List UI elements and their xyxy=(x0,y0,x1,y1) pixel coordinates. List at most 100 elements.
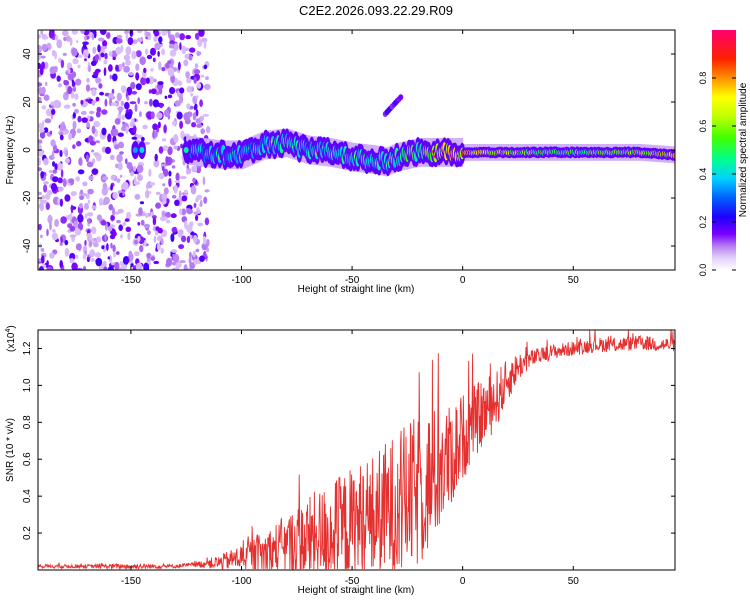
noise-blob xyxy=(84,239,87,246)
noise-blob xyxy=(198,30,205,37)
noise-blob xyxy=(140,219,145,226)
noise-blob xyxy=(158,61,162,71)
noise-blob xyxy=(179,33,186,41)
noise-blob xyxy=(84,202,89,210)
noise-blob xyxy=(196,82,202,89)
noise-blob xyxy=(180,143,183,149)
noise-blob xyxy=(116,38,123,44)
noise-blob xyxy=(77,213,84,223)
noise-blob xyxy=(161,210,166,218)
noise-blob xyxy=(155,202,162,209)
noise-blob xyxy=(46,260,49,267)
noise-blob xyxy=(191,122,197,128)
noise-blob xyxy=(39,198,43,203)
noise-blob xyxy=(50,139,56,147)
noise-blob xyxy=(183,264,188,270)
noise-blob xyxy=(62,131,67,135)
noise-blob xyxy=(202,113,210,117)
noise-blob xyxy=(80,30,85,34)
noise-blob xyxy=(104,52,108,60)
noise-blob xyxy=(136,134,139,139)
noise-blob xyxy=(131,91,138,95)
noise-blob xyxy=(183,189,188,194)
noise-blob xyxy=(122,190,125,197)
noise-blob xyxy=(40,171,45,179)
noise-blob xyxy=(89,141,96,146)
noise-blob xyxy=(155,191,161,195)
noise-blob xyxy=(103,196,110,205)
spectrogram-x-ticks: -150 -100 -50 0 50 xyxy=(121,30,579,286)
noise-blob xyxy=(113,251,116,258)
noise-blob xyxy=(195,118,201,124)
noise-blob xyxy=(199,199,203,208)
noise-blob xyxy=(150,111,155,119)
noise-blob xyxy=(59,123,63,132)
noise-blob xyxy=(43,184,48,193)
noise-blob xyxy=(49,222,52,231)
noise-blob xyxy=(63,36,67,42)
noise-blob xyxy=(112,207,116,217)
noise-blob xyxy=(109,234,116,240)
noise-blob xyxy=(175,172,180,182)
noise-blob xyxy=(202,176,206,186)
noise-blob xyxy=(186,86,194,93)
noise-blob xyxy=(134,103,138,112)
noise-blob xyxy=(38,96,42,102)
noise-blob xyxy=(176,111,183,120)
noise-blob xyxy=(165,219,171,224)
noise-blob xyxy=(206,238,210,247)
noise-blob xyxy=(179,94,184,104)
noise-blob xyxy=(152,129,156,139)
noise-blob xyxy=(69,234,77,238)
snr-panel: -150 -100 -50 0 50 0.2 0.4 0.6 0.8 1.0 1.2 Height… xyxy=(5,325,676,596)
noise-blob xyxy=(110,174,116,181)
noise-blob xyxy=(116,92,122,102)
snr-series-line xyxy=(38,330,675,570)
noise-blob xyxy=(108,204,114,211)
noise-blob xyxy=(76,128,82,134)
noise-blob xyxy=(148,89,152,94)
noise-blob xyxy=(38,54,41,61)
noise-blob xyxy=(41,195,46,200)
noise-blob xyxy=(189,221,194,227)
y-tick-label: 0.6 xyxy=(22,452,33,466)
noise-blob xyxy=(150,256,155,261)
noise-blob xyxy=(85,193,90,200)
noise-blob xyxy=(173,145,179,150)
noise-blob xyxy=(91,205,97,210)
noise-blob xyxy=(134,251,140,257)
y-tick-label: 1.0 xyxy=(22,378,33,392)
noise-blob xyxy=(122,62,125,68)
noise-blob xyxy=(57,186,64,192)
noise-blob xyxy=(38,34,42,39)
noise-blob xyxy=(146,252,152,259)
noise-blob xyxy=(171,195,177,199)
noise-blob xyxy=(135,63,140,71)
noise-blob xyxy=(195,197,199,203)
noise-blob xyxy=(91,149,95,153)
noise-blob xyxy=(159,216,167,222)
x-tick-label: -50 xyxy=(345,576,360,587)
noise-blob xyxy=(110,214,115,221)
noise-blob xyxy=(52,169,58,174)
noise-blob xyxy=(89,236,93,241)
noise-blob xyxy=(38,82,43,87)
noise-blob xyxy=(68,178,75,184)
noise-blob xyxy=(69,225,76,232)
noise-blob xyxy=(193,258,198,266)
snr-frame xyxy=(37,329,676,571)
noise-blob xyxy=(114,144,120,150)
noise-blob xyxy=(149,182,156,186)
noise-blob xyxy=(172,253,180,263)
noise-blob xyxy=(107,256,111,260)
noise-blob xyxy=(112,56,116,61)
noise-blob xyxy=(195,95,199,99)
noise-blob xyxy=(109,154,115,160)
noise-blob xyxy=(103,266,108,270)
noise-blob xyxy=(169,49,177,57)
noise-blob xyxy=(93,242,99,248)
x-tick-label: 0 xyxy=(460,576,466,587)
noise-blob xyxy=(38,45,42,53)
noise-blob xyxy=(137,222,141,226)
noise-blob xyxy=(115,163,119,169)
